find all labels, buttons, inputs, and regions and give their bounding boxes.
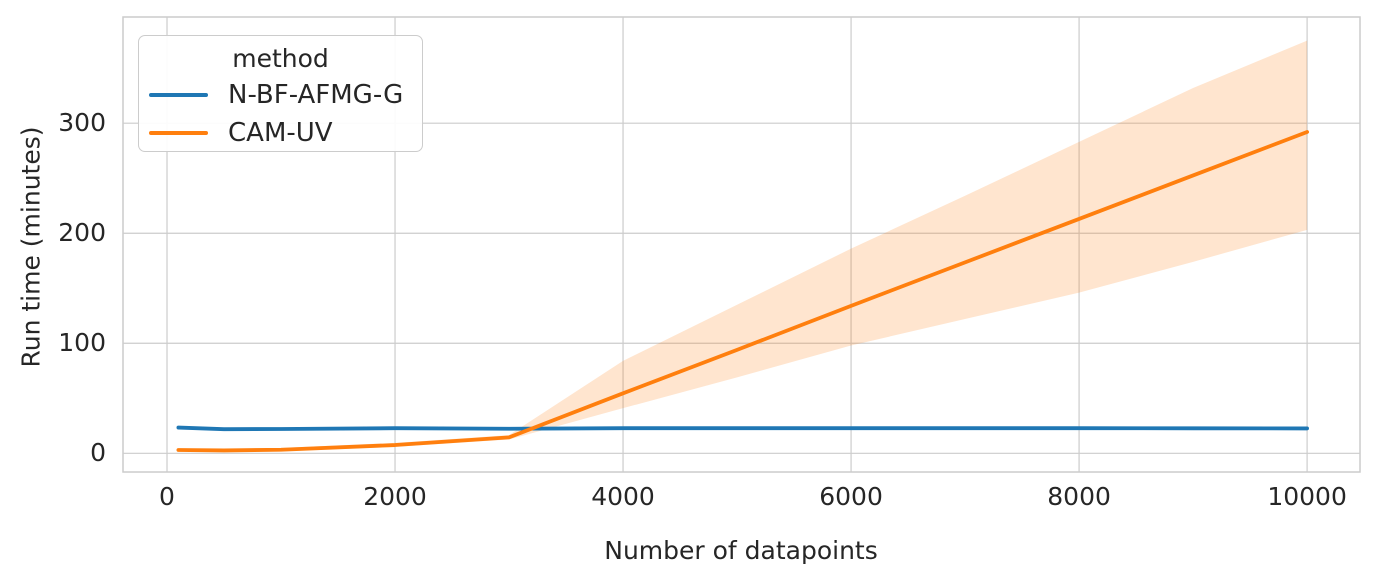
plot-border [122,16,1361,473]
legend: method N-BF-AFMG-G CAM-UV [138,35,423,152]
x-tick-label: 8000 [1047,482,1111,511]
legend-entry: N-BF-AFMG-G [139,76,422,114]
legend-line-swatch-orange [149,131,208,135]
x-tick-label: 4000 [591,482,655,511]
y-tick-label: 100 [58,328,106,358]
legend-entry-label: CAM-UV [228,118,333,148]
confidence-band-CAM-UV [178,40,1308,452]
legend-title: method [232,44,329,73]
x-tick-label: 2000 [363,482,427,511]
x-tick-label: 6000 [819,482,883,511]
legend-entry-label: N-BF-AFMG-G [228,80,404,110]
y-axis-title: Run time (minutes) [16,126,46,368]
x-axis-title: Number of datapoints [604,536,878,565]
x-tick-label: 10000 [1267,482,1347,511]
legend-line-swatch-blue [149,93,208,97]
x-tick-label: 0 [159,482,175,511]
series-line-N-BF-AFMG-G [176,425,1309,432]
series-line-CAM-UV [176,130,1309,453]
y-tick-label: 0 [90,438,106,468]
y-tick-label: 300 [58,108,106,138]
y-tick-label: 200 [58,218,106,248]
legend-entry: CAM-UV [139,114,422,152]
